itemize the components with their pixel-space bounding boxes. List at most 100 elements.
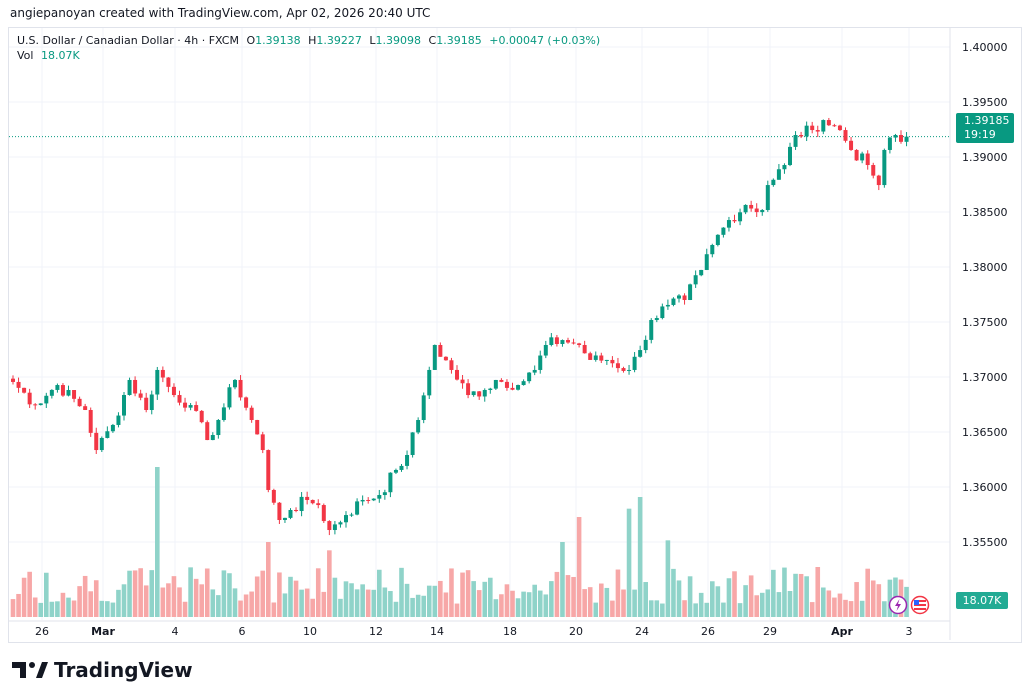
candle-body bbox=[455, 369, 459, 380]
volume-bar bbox=[815, 567, 821, 617]
lightning-event-icon[interactable] bbox=[888, 595, 908, 615]
volume-bar bbox=[360, 584, 365, 617]
candle-body bbox=[249, 407, 254, 421]
time-axis-label: Apr bbox=[831, 625, 853, 638]
price-axis-label: 1.38000 bbox=[962, 261, 1008, 274]
candle-body bbox=[105, 431, 110, 438]
candle-body bbox=[804, 125, 809, 137]
price-axis-label: 1.37000 bbox=[962, 371, 1008, 384]
candle-body bbox=[122, 394, 126, 416]
time-axis-label: 12 bbox=[369, 625, 383, 638]
candle-body bbox=[33, 404, 38, 406]
volume-bar bbox=[488, 577, 493, 617]
volume-bar bbox=[321, 591, 327, 617]
candle-body bbox=[871, 165, 876, 176]
candle-body bbox=[83, 406, 88, 410]
volume-bar bbox=[227, 573, 232, 617]
high-label: H bbox=[308, 34, 317, 47]
candle-body bbox=[893, 135, 898, 138]
volume-bar bbox=[537, 590, 543, 617]
volume-bar bbox=[549, 581, 554, 617]
candle-body bbox=[133, 379, 138, 394]
volume-bar bbox=[277, 572, 282, 617]
candle-body bbox=[826, 120, 831, 126]
volume-bar bbox=[887, 579, 893, 617]
candle-body bbox=[255, 420, 260, 435]
tradingview-logo[interactable]: TradingView bbox=[12, 658, 193, 682]
attribution-text: angiepanoyan created with TradingView.co… bbox=[10, 6, 431, 20]
candle-body bbox=[566, 340, 570, 343]
candle-body bbox=[210, 435, 215, 441]
candle-body bbox=[904, 136, 909, 142]
time-axis-label: 26 bbox=[701, 625, 715, 638]
volume-bar bbox=[354, 589, 360, 617]
candle-body bbox=[649, 320, 654, 340]
volume-bar bbox=[199, 584, 204, 617]
volume-bar bbox=[210, 589, 216, 617]
logo-text: TradingView bbox=[54, 658, 193, 682]
candle-body bbox=[560, 340, 565, 345]
candle-body bbox=[799, 135, 804, 137]
candle-body bbox=[604, 359, 609, 361]
volume-bar bbox=[299, 589, 304, 617]
candle-body bbox=[116, 415, 121, 425]
volume-bar bbox=[693, 603, 698, 617]
change-value: +0.00047 (+0.03%) bbox=[489, 34, 601, 47]
candle-body bbox=[221, 407, 226, 421]
candle-body bbox=[344, 515, 348, 523]
volume-bar bbox=[587, 587, 593, 617]
candle-body bbox=[760, 210, 765, 213]
volume-bar bbox=[698, 592, 704, 617]
candle-body bbox=[338, 522, 343, 525]
volume-bar bbox=[71, 600, 77, 617]
volume-bar bbox=[593, 602, 599, 617]
candle-body bbox=[77, 398, 82, 407]
candle-body bbox=[11, 378, 15, 382]
candle-body bbox=[60, 385, 65, 396]
candle-body bbox=[627, 369, 632, 371]
candle-body bbox=[677, 295, 681, 299]
candle-body bbox=[366, 499, 371, 501]
candle-body bbox=[610, 359, 615, 364]
candle-body bbox=[765, 185, 770, 211]
candle-body bbox=[183, 402, 188, 408]
volume-bar bbox=[254, 576, 260, 617]
volume-bar bbox=[821, 587, 826, 617]
price-axis-label: 1.36500 bbox=[962, 426, 1008, 439]
candle-body bbox=[471, 391, 476, 396]
volume-bar bbox=[743, 585, 748, 617]
symbol-label[interactable]: U.S. Dollar / Canadian Dollar · 4h · FXC… bbox=[17, 34, 239, 47]
volume-bar bbox=[515, 598, 521, 617]
volume-bar bbox=[859, 600, 865, 617]
candle-body bbox=[671, 298, 676, 305]
volume-bar bbox=[682, 600, 687, 617]
volume-bar bbox=[421, 595, 426, 617]
volume-bar bbox=[626, 508, 632, 617]
candle-body bbox=[504, 381, 509, 388]
volume-bar bbox=[60, 592, 66, 617]
volume-bar bbox=[232, 588, 238, 617]
us-flag-event-icon[interactable] bbox=[910, 595, 930, 615]
volume-bar bbox=[177, 587, 182, 617]
low-value: 1.39098 bbox=[375, 34, 422, 47]
time-axis-label: 26 bbox=[35, 625, 49, 638]
candle-body bbox=[427, 369, 432, 396]
time-axis-label: 6 bbox=[239, 625, 246, 638]
candle-body bbox=[371, 498, 376, 501]
candle-body bbox=[665, 304, 670, 307]
volume-bar bbox=[121, 584, 127, 617]
volume-bar bbox=[854, 582, 859, 617]
volume-bar bbox=[204, 568, 210, 617]
price-axis-label: 1.36000 bbox=[962, 481, 1008, 494]
price-axis-label: 1.40000 bbox=[962, 41, 1008, 54]
volume-value: 18.07K bbox=[40, 49, 80, 62]
candle-body bbox=[305, 496, 310, 500]
volume-bar bbox=[510, 590, 515, 617]
price-axis-label: 1.39500 bbox=[962, 96, 1008, 109]
candle-body bbox=[332, 524, 337, 531]
volume-bar bbox=[393, 601, 399, 617]
volume-bar bbox=[293, 580, 299, 617]
candle-body bbox=[66, 390, 71, 396]
volume-bar bbox=[32, 597, 38, 617]
